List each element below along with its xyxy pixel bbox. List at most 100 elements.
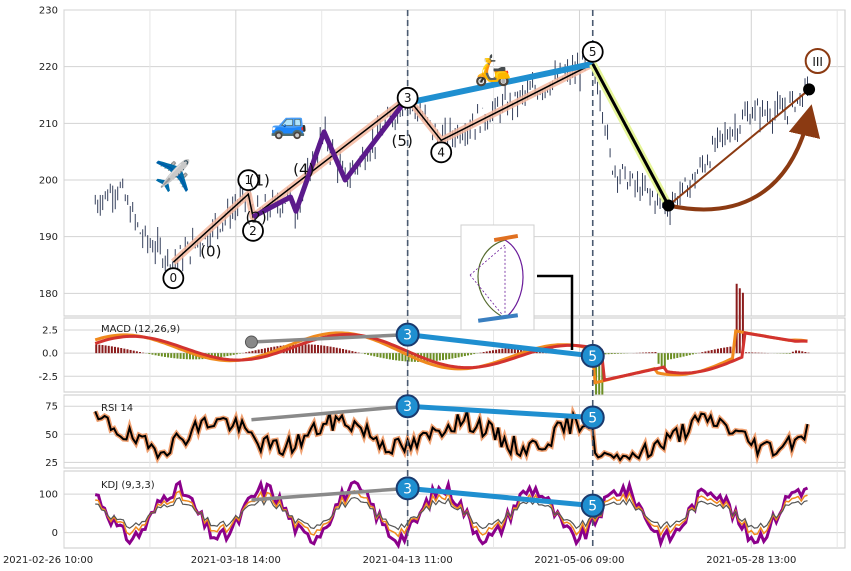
- price-tick-label: 200: [39, 176, 58, 187]
- x-tick-label: 2021-05-28 13:00: [706, 555, 796, 566]
- macd-histogram-bar: [95, 344, 98, 354]
- macd-histogram-bar: [676, 353, 679, 358]
- macd-histogram-bar: [804, 351, 807, 354]
- price-y-ticks: 180 190 200 210 220 230: [39, 6, 58, 300]
- macd-histogram-bar: [173, 353, 176, 359]
- rsi-divergence-gray: [251, 404, 408, 422]
- macd-histogram-bar: [182, 353, 185, 360]
- macd-histogram-bar: [251, 350, 254, 354]
- price-panel-frame: [63, 9, 846, 317]
- wave-label-circle: [242, 219, 264, 242]
- x-tick-label: 2021-03-18 14:00: [191, 555, 281, 566]
- macd-histogram-bar: [657, 353, 660, 364]
- kdj-divergence-gray: [251, 486, 408, 502]
- elliott-wave-overlay: 0 1 2 3 4 5 III (0) (1) (2) (4) (5): [162, 40, 831, 290]
- macd-histogram-bar: [654, 352, 657, 354]
- macd-histogram-bar: [326, 346, 329, 354]
- correction-low-dot: [662, 199, 675, 212]
- macd-histogram-bar: [310, 344, 313, 354]
- macd-histogram-bar: [707, 350, 710, 354]
- wave-label-circle: [581, 40, 604, 63]
- macd-histogram-bar: [160, 353, 163, 357]
- macd-histogram-bar: [510, 347, 513, 354]
- macd-histogram-bar: [791, 351, 794, 354]
- macd-histogram-bar: [376, 353, 379, 357]
- macd-histogram-bar: [220, 353, 223, 358]
- macd-histogram-bar: [232, 353, 235, 355]
- macd-histogram-bar: [129, 349, 132, 354]
- x-tick-label: 2021-02-26 10:00: [3, 555, 93, 566]
- rsi-grid: [63, 395, 845, 468]
- kdj-y-ticks: 100 0: [39, 490, 58, 539]
- projection-arrow: [668, 104, 821, 212]
- pattern-inset-cross: [469, 244, 506, 319]
- macd-histogram-bar: [788, 353, 791, 354]
- macd-histogram-bar: [735, 283, 738, 354]
- macd-histogram-bar: [295, 344, 298, 354]
- macd-histogram-bar: [738, 288, 741, 354]
- macd-histogram-bar: [263, 348, 266, 354]
- price-tick-label: 220: [39, 62, 58, 73]
- macd-histogram-bar: [98, 344, 101, 354]
- kdj-k-line: [95, 489, 808, 538]
- divergence-overlay: 3 5 3 5 3 5: [244, 322, 605, 518]
- macd-histogram-bar: [616, 353, 619, 354]
- macd-histogram-bar: [513, 347, 516, 354]
- macd-histogram-bar: [132, 350, 135, 354]
- target-line: [667, 91, 807, 207]
- macd-histogram-bar: [723, 347, 726, 354]
- macd-wave-3-label: 3: [403, 328, 412, 344]
- car-icon: 🚙: [270, 106, 307, 141]
- macd-histogram-bar: [704, 351, 707, 354]
- kdj-divergence-blue: [407, 485, 593, 509]
- macd-histogram-bar: [135, 351, 138, 354]
- macd-panel: 2.5 0.0 -2.5 MACD (12,26,9): [38, 283, 846, 436]
- macd-histogram-bar: [688, 353, 691, 356]
- macd-histogram-bar: [495, 349, 498, 354]
- macd-divergence-blue: [407, 332, 594, 359]
- macd-histogram-bar: [604, 353, 607, 355]
- macd-histogram-bar: [726, 347, 729, 354]
- macd-tick-label: 0.0: [42, 349, 58, 360]
- macd-histogram-bar: [445, 353, 448, 360]
- macd-histogram-bar: [501, 348, 504, 354]
- macd-histogram-bar: [798, 350, 801, 354]
- macd-histogram-bar: [348, 350, 351, 354]
- macd-tick-label: -2.5: [38, 372, 58, 383]
- macd-histogram-bar: [257, 349, 260, 354]
- wave-label-circle: [430, 141, 453, 164]
- macd-histogram-bar: [345, 349, 348, 354]
- macd-histogram-bar: [448, 353, 451, 360]
- macd-histogram-bar: [176, 353, 179, 359]
- macd-histogram-bar: [417, 353, 420, 362]
- kdj-j-line: [94, 478, 809, 550]
- macd-histogram-bar: [385, 353, 388, 359]
- macd-histogram-bar: [466, 353, 469, 356]
- macd-histogram-bar: [673, 353, 676, 359]
- correction-line: [591, 63, 670, 207]
- trend-3-5-line: [407, 60, 594, 106]
- macd-histogram-bar: [748, 352, 751, 354]
- subwave-label: (5): [392, 132, 413, 150]
- macd-histogram-bar: [691, 353, 694, 355]
- macd-histogram-bar: [745, 352, 748, 354]
- kdj-panel: 100 0 KDJ (9,3,3): [39, 470, 846, 550]
- rsi-tick-label: 25: [45, 458, 58, 469]
- macd-histogram-bar: [151, 353, 154, 355]
- macd-histogram-bar: [407, 353, 410, 362]
- kdj-wave-5-label: 5: [588, 499, 597, 515]
- rsi-wave-3-marker: [395, 394, 420, 419]
- macd-histogram-bar: [229, 353, 232, 356]
- wave-label-1: 1: [244, 173, 252, 187]
- kdj-wave-5-marker: [580, 493, 605, 518]
- macd-histogram-bar: [488, 350, 491, 354]
- macd-histogram-bar: [613, 353, 616, 354]
- macd-histogram-bar: [357, 352, 360, 354]
- rsi-wave-3-label: 3: [403, 399, 412, 415]
- rsi-label: RSI 14: [101, 403, 133, 414]
- macd-histogram-bar: [670, 353, 673, 360]
- macd-histogram-bar: [432, 353, 435, 362]
- macd-histogram-bar: [354, 351, 357, 354]
- macd-histogram-bar: [713, 349, 716, 354]
- macd-histogram-bar: [248, 351, 251, 354]
